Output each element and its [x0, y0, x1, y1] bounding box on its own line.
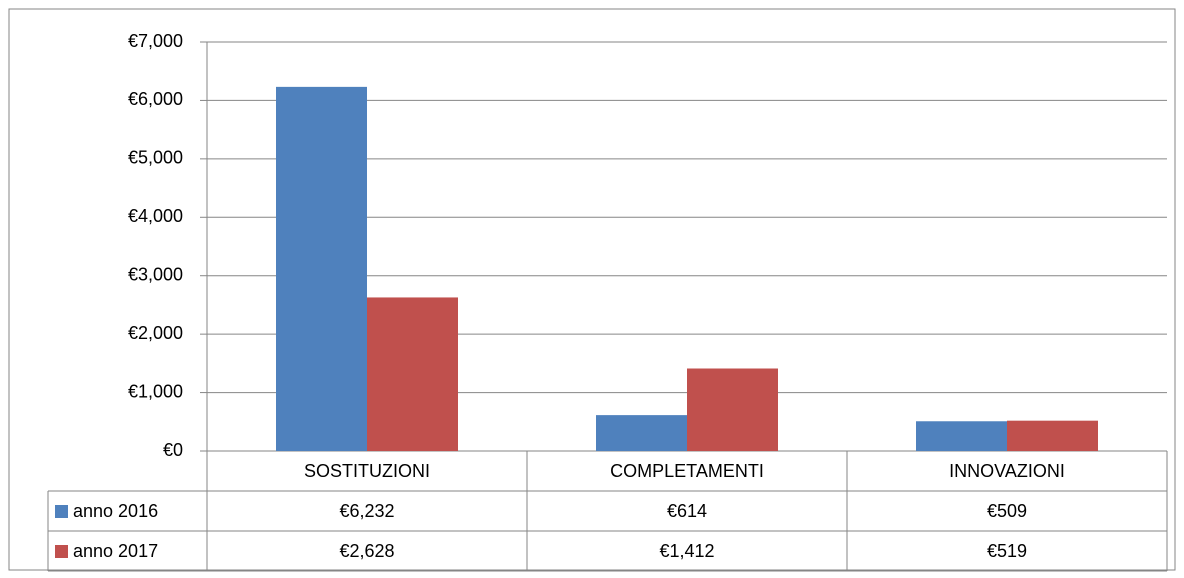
y-tick-label: €7,000 — [128, 31, 183, 51]
bar — [687, 368, 778, 451]
legend-swatch — [55, 505, 68, 518]
chart-border — [8, 8, 1176, 571]
table-value: €6,232 — [339, 501, 394, 521]
y-tick-label: €6,000 — [128, 89, 183, 109]
x-tick-label: COMPLETAMENTI — [610, 461, 764, 481]
table-value: €509 — [987, 501, 1027, 521]
bar — [596, 415, 687, 451]
table-value: €614 — [667, 501, 707, 521]
y-tick-label: €5,000 — [128, 148, 183, 168]
x-tick-label: SOSTITUZIONI — [304, 461, 430, 481]
y-tick-label: €3,000 — [128, 264, 183, 284]
bar — [916, 421, 1007, 451]
bar — [1007, 420, 1098, 451]
table-value: €2,628 — [339, 541, 394, 561]
legend-label: anno 2016 — [73, 501, 158, 521]
y-tick-label: €2,000 — [128, 323, 183, 343]
legend-label: anno 2017 — [73, 541, 158, 561]
table-value: €1,412 — [659, 541, 714, 561]
y-tick-label: €4,000 — [128, 206, 183, 226]
y-tick-label: €0 — [163, 440, 183, 460]
x-tick-label: INNOVAZIONI — [949, 461, 1065, 481]
table-value: €519 — [987, 541, 1027, 561]
legend-swatch — [55, 545, 68, 558]
bar — [367, 297, 458, 451]
y-tick-label: €1,000 — [128, 381, 183, 401]
bar — [276, 86, 367, 452]
